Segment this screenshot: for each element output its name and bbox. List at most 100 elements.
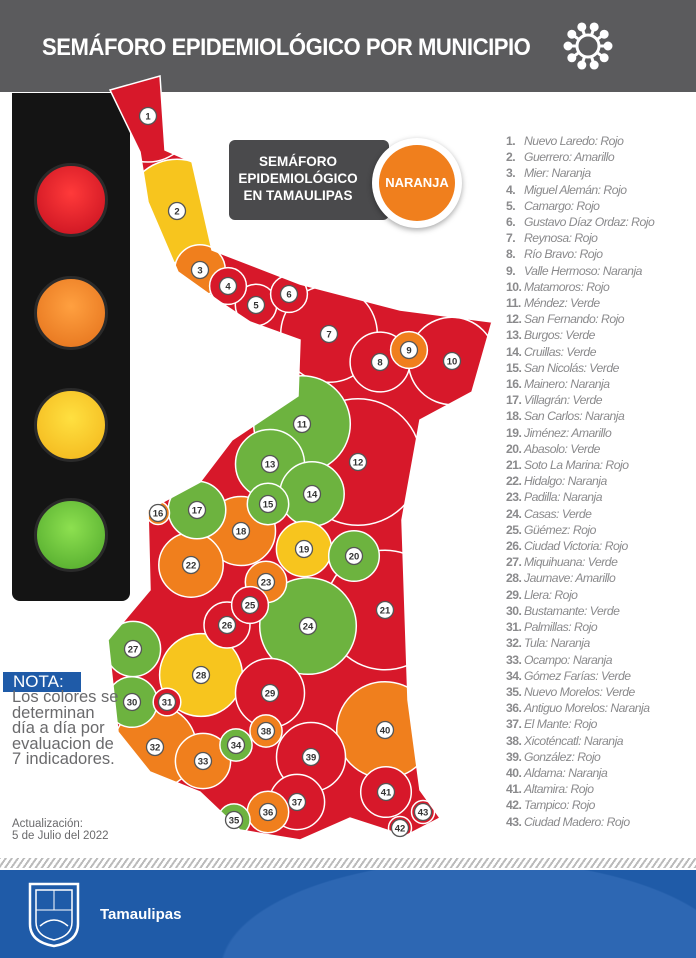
list-item: 30. Bustamante: Verde [506,603,694,619]
update-date: 5 de Julio del 2022 [12,830,109,842]
municipality-badge: 11 [292,414,312,434]
svg-text:3: 3 [197,266,202,277]
item-text: Ciudad Victoria: Rojo [524,539,628,554]
municipality-badge: 32 [145,737,165,757]
list-item: 19. Jiménez: Amarillo [506,425,694,441]
item-number: 31. [506,620,522,635]
municipality-badge: 13 [260,454,280,474]
nota-text: Los colores se determinan día a día por … [12,688,119,768]
svg-text:10: 10 [447,357,458,368]
item-number: 42. [506,798,522,813]
item-text: González: Rojo [524,749,601,764]
item-number: 22. [506,474,522,489]
municipality-badge: 14 [302,484,322,504]
municipality-badge: 29 [260,683,280,703]
divider [0,858,696,868]
item-text: Burgos: Verde [524,328,595,343]
svg-text:14: 14 [307,490,318,501]
item-text: Padilla: Naranja [524,490,603,505]
list-item: 38. Xicoténcatl: Naranja [506,733,694,749]
item-number: 29. [506,587,522,602]
svg-text:40: 40 [380,726,391,737]
list-item: 2. Guerrero: Amarillo [506,149,694,165]
list-item: 37. El Mante: Rojo [506,716,694,732]
item-text: Jiménez: Amarillo [524,425,612,440]
svg-text:7: 7 [326,330,331,341]
svg-text:27: 27 [128,645,139,656]
tamaulipas-coat-of-arms-logo [28,882,80,948]
item-text: Tampico: Rojo [524,798,595,813]
municipality-badge: 42 [390,818,410,838]
item-number: 39. [506,749,522,764]
svg-text:17: 17 [192,506,203,517]
item-text: Mier: Naranja [524,166,591,181]
item-text: Villagrán: Verde [524,393,603,408]
item-number: 25. [506,522,522,537]
item-number: 6. [506,215,516,230]
list-item: 34. Gómez Farías: Verde [506,668,694,684]
list-item: 8. Río Bravo: Rojo [506,246,694,262]
svg-text:11: 11 [297,420,308,431]
svg-text:28: 28 [196,671,207,682]
green-lamp [34,498,108,572]
item-number: 19. [506,425,522,440]
list-item: 25. Güémez: Rojo [506,522,694,538]
page-title: SEMÁFORO EPIDEMIOLÓGICO POR MUNICIPIO [42,34,531,61]
municipality-badge: 1 [138,106,158,126]
svg-text:24: 24 [303,622,314,633]
item-text: Abasolo: Verde [524,441,600,456]
list-item: 41. Altamira: Rojo [506,781,694,797]
svg-text:41: 41 [381,788,392,799]
item-text: Antiguo Morelos: Naranja [524,701,650,716]
item-text: Ciudad Madero: Rojo [524,814,630,829]
list-item: 14. Cruillas: Verde [506,344,694,360]
item-number: 23. [506,490,522,505]
orange-lamp [34,276,108,350]
list-item: 36. Antiguo Morelos: Naranja [506,700,694,716]
svg-text:4: 4 [225,282,231,293]
item-number: 17. [506,393,522,408]
municipality-badge: 16 [148,503,168,523]
item-number: 24. [506,506,522,521]
item-number: 36. [506,701,522,716]
svg-text:16: 16 [153,509,164,520]
svg-text:23: 23 [261,578,272,589]
svg-text:13: 13 [265,460,276,471]
item-number: 4. [506,182,516,197]
svg-text:33: 33 [198,757,209,768]
brand-name: Tamaulipas [100,906,182,923]
item-number: 28. [506,571,522,586]
item-text: Miquihuana: Verde [524,555,618,570]
header-bar: SEMÁFORO EPIDEMIOLÓGICO POR MUNICIPIO [0,0,696,92]
item-text: Nuevo Laredo: Rojo [524,134,624,148]
item-text: San Fernando: Rojo [524,312,625,327]
svg-text:8: 8 [377,358,382,369]
item-number: 14. [506,344,522,359]
municipality-badge: 30 [122,692,142,712]
list-item: 13. Burgos: Verde [506,327,694,343]
municipality-badge: 18 [231,521,251,541]
item-number: 35. [506,684,522,699]
item-number: 12. [506,312,522,327]
list-item: 18. San Carlos: Naranja [506,408,694,424]
list-item: 35. Nuevo Morelos: Verde [506,684,694,700]
list-item: 7. Reynosa: Rojo [506,230,694,246]
item-number: 13. [506,328,522,343]
list-item: 31. Palmillas: Rojo [506,619,694,635]
item-text: Camargo: Rojo [524,198,600,213]
list-item: 11. Méndez: Verde [506,295,694,311]
list-item: 32. Tula: Naranja [506,635,694,651]
svg-text:32: 32 [150,743,161,754]
municipality-badge: 38 [256,721,276,741]
traffic-light [12,93,130,601]
item-number: 9. [506,263,516,278]
item-text: Nuevo Morelos: Verde [524,684,635,699]
municipality-badge: 37 [287,792,307,812]
item-text: Guerrero: Amarillo [524,150,615,165]
municipality-badge: 9 [399,340,419,360]
list-item: 33. Ocampo: Naranja [506,652,694,668]
item-number: 37. [506,717,522,732]
item-number: 41. [506,782,522,797]
item-number: 10. [506,279,522,294]
municipality-badge: 25 [240,595,260,615]
